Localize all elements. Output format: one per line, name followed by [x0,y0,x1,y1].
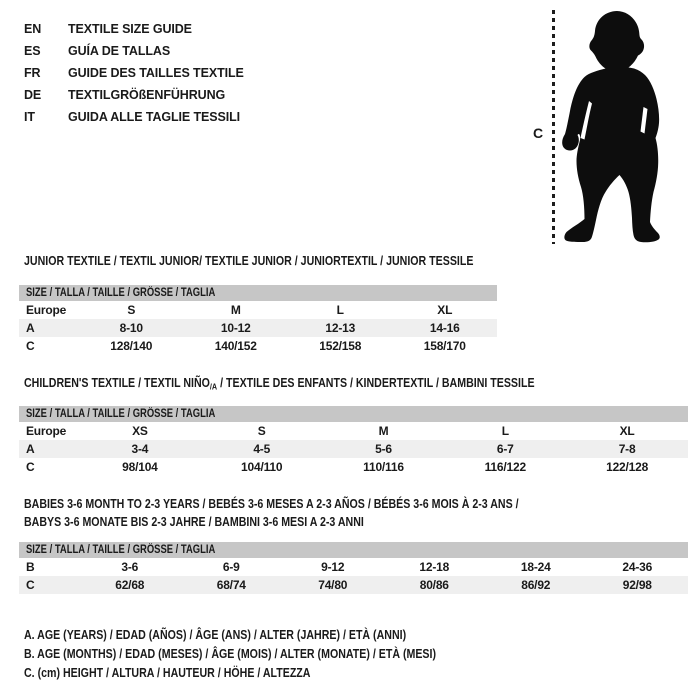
children-size-table: SIZE / TALLA / TAILLE / GRÖSSE / TAGLIA … [19,406,688,476]
junior-size-table: SIZE / TALLA / TAILLE / GRÖSSE / TAGLIA … [19,285,497,355]
size-header-label: SIZE / TALLA / TAILLE / GRÖSSE / TAGLIA [26,287,216,299]
language-row-de: DE TEXTILGRÖßENFÜHRUNG [24,84,244,106]
language-row-en: EN TEXTILE SIZE GUIDE [24,18,244,40]
table-cell: 3-4 [131,442,149,456]
language-row-it: IT GUIDA ALLE TAGLIE TESSILI [24,106,244,128]
table-cell: 6-9 [222,560,240,574]
children-title-sub: /A [209,381,218,392]
note-c-height-cm: C. (cm) HEIGHT / ALTURA / HAUTEUR / HÖHE… [24,666,311,680]
table-cell: 7-8 [618,442,636,456]
table-cell: 14-16 [429,321,460,335]
table-row-age-years: A 8-10 10-12 12-13 14-16 [19,319,497,337]
table-cell: 12-13 [325,321,356,335]
table-cell: 10-12 [220,321,251,335]
row-label: A [26,321,35,335]
junior-section-title: JUNIOR TEXTILE / TEXTIL JUNIOR/ TEXTILE … [24,254,474,268]
table-cell: 8-10 [119,321,143,335]
guide-title-es: GUÍA DE TALLAS [68,44,171,58]
table-row-europe: Europe S M L XL [19,301,497,319]
table-cell: 74/80 [318,578,348,592]
table-cell: 12-18 [419,560,450,574]
table-row-height-cm: C 98/104 104/110 110/116 116/122 122/128 [19,458,688,476]
table-cell: 4-5 [253,442,271,456]
table-row-age-months: B 3-6 6-9 9-12 12-18 18-24 24-36 [19,558,688,576]
table-cell: 116/122 [484,460,527,474]
table-row-height-cm: C 128/140 140/152 152/158 158/170 [19,337,497,355]
table-cell: 110/116 [363,460,404,474]
table-cell: 62/68 [115,578,145,592]
row-label: A [26,442,35,456]
babies-title-line1: BABIES 3-6 MONTH TO 2-3 YEARS / BEBÉS 3-… [24,497,519,511]
table-cell: L [501,424,509,438]
table-cell: 152/158 [319,339,362,353]
row-label: B [26,560,35,574]
note-b-age-months: B. AGE (MONTHS) / EDAD (MESES) / ÂGE (MO… [24,647,437,661]
table-cell: 5-6 [375,442,392,456]
language-code: FR [24,66,41,80]
table-cell: 104/110 [241,460,283,474]
table-cell: 80/86 [419,578,449,592]
table-cell: 18-24 [520,560,551,574]
guide-title-it: GUIDA ALLE TAGLIE TESSILI [68,110,241,124]
language-code: DE [24,88,42,102]
guide-title-fr: GUIDE DES TAILLES TEXTILE [68,66,244,80]
babies-section-title: BABIES 3-6 MONTH TO 2-3 YEARS / BEBÉS 3-… [24,495,519,531]
table-cell: 98/104 [122,460,158,474]
note-a-age-years: A. AGE (YEARS) / EDAD (AÑOS) / ÂGE (ANS)… [24,628,407,642]
table-cell: 140/152 [214,339,257,353]
language-title-list: EN TEXTILE SIZE GUIDE ES GUÍA DE TALLAS … [24,18,244,128]
children-title-pre: CHILDREN'S TEXTILE / TEXTIL NIÑO [24,376,210,390]
size-header-band: SIZE / TALLA / TAILLE / GRÖSSE / TAGLIA [19,406,688,422]
table-cell: S [257,424,266,438]
children-section-title: CHILDREN'S TEXTILE / TEXTIL NIÑO/A / TEX… [24,374,535,396]
table-cell: XL [437,303,453,317]
size-header-label: SIZE / TALLA / TAILLE / GRÖSSE / TAGLIA [26,408,216,420]
table-cell: 6-7 [496,442,514,456]
babies-title-line2: BABYS 3-6 MONATE BIS 2-3 JAHRE / BAMBINI… [24,515,364,529]
table-cell: L [336,303,344,317]
language-code: EN [24,22,42,36]
row-label: C [26,339,35,353]
table-row-age-years: A 3-4 4-5 5-6 6-7 7-8 [19,440,688,458]
table-cell: XS [132,424,148,438]
table-row-height-cm: C 62/68 68/74 74/80 80/86 86/92 92/98 [19,576,688,594]
size-header-label: SIZE / TALLA / TAILLE / GRÖSSE / TAGLIA [26,544,216,556]
language-code: ES [24,44,41,58]
table-cell: 92/98 [622,578,652,592]
language-row-fr: FR GUIDE DES TAILLES TEXTILE [24,62,244,84]
babies-size-table: SIZE / TALLA / TAILLE / GRÖSSE / TAGLIA … [19,542,688,594]
table-cell: 24-36 [622,560,653,574]
table-row-europe: Europe XS S M L XL [19,422,688,440]
table-cell: 128/140 [110,339,153,353]
table-cell: 122/128 [606,460,649,474]
row-label: C [26,578,35,592]
toddler-silhouette-icon [562,11,660,243]
table-cell: S [127,303,136,317]
row-label: Europe [26,303,67,317]
language-code: IT [24,110,35,124]
height-measure-label: C [533,125,544,141]
guide-title-en: TEXTILE SIZE GUIDE [68,22,192,36]
row-label: C [26,460,35,474]
table-cell: 68/74 [216,578,246,592]
table-cell: 3-6 [121,560,139,574]
language-row-es: ES GUÍA DE TALLAS [24,40,244,62]
size-header-band: SIZE / TALLA / TAILLE / GRÖSSE / TAGLIA [19,285,497,301]
row-label: Europe [26,424,67,438]
table-cell: XL [619,424,635,438]
guide-title-de: TEXTILGRÖßENFÜHRUNG [68,88,226,102]
table-cell: M [230,303,241,317]
table-cell: 86/92 [521,578,551,592]
children-title-post: / TEXTILE DES ENFANTS / KINDERTEXTIL / B… [217,376,535,390]
table-cell: 158/170 [423,339,466,353]
table-cell: 9-12 [321,560,345,574]
size-header-band: SIZE / TALLA / TAILLE / GRÖSSE / TAGLIA [19,542,688,558]
table-cell: M [378,424,389,438]
height-measure-dotted-line [552,10,555,244]
legend-notes: A. AGE (YEARS) / EDAD (AÑOS) / ÂGE (ANS)… [24,626,509,683]
